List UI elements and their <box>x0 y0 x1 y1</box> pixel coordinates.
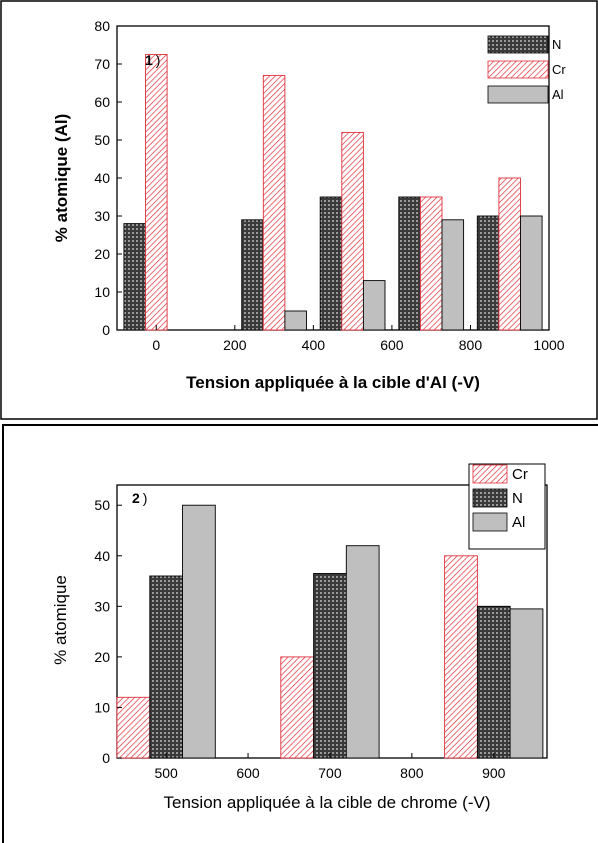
y-tick-label: 40 <box>94 170 110 186</box>
panel-2-label: 2) <box>132 490 147 506</box>
panel-1-label: 1) <box>145 52 160 68</box>
bar-n-300 <box>241 219 264 331</box>
x-tick-label: 400 <box>302 337 326 353</box>
y-tick-label: 50 <box>94 132 110 148</box>
bar-n-700 <box>313 573 347 759</box>
legend-2-label-n: N <box>512 490 523 507</box>
y-tick-label: 0 <box>102 750 110 766</box>
y-tick-label: 10 <box>94 699 110 715</box>
ticks-panel-1: 0 200 400 600 800 1000 0 10 20 30 40 50 60 70 80 <box>94 18 564 353</box>
bar-cr-900 <box>444 555 478 759</box>
legend-1-label-al: Al <box>552 87 564 102</box>
panel-1-suffix: ) <box>156 52 161 68</box>
chart-panel-2: 500 600 700 800 900 0 10 20 30 40 50 2) Tension ap… <box>51 463 548 812</box>
y-axis-label-2: % atomique <box>51 575 70 665</box>
x-tick-label: 900 <box>482 765 506 781</box>
ticks-panel-2: 500 600 700 800 900 0 10 20 30 40 50 <box>94 497 505 781</box>
bars-panel-1 <box>123 54 543 331</box>
y-tick-label: 20 <box>94 246 110 262</box>
bar-cr-300 <box>262 74 286 331</box>
x-tick-label: 700 <box>318 765 342 781</box>
y-tick-label: 40 <box>94 548 110 564</box>
bar-cr-500 <box>341 131 364 331</box>
bar-n-700 <box>398 196 421 331</box>
panel-2-frame <box>2 424 598 843</box>
legend-1: N Cr Al <box>487 35 566 104</box>
y-tick-label: 20 <box>94 649 110 665</box>
x-tick-label: 200 <box>223 337 247 353</box>
y-tick-label: 0 <box>102 322 110 338</box>
legend-1-label-n: N <box>552 37 561 52</box>
bar-cr-700 <box>280 656 315 759</box>
panel-2-number: 2 <box>132 490 140 506</box>
x-tick-label: 0 <box>152 337 160 353</box>
bar-al-700 <box>345 545 380 759</box>
bar-n-900 <box>476 215 500 331</box>
y-tick-label: 30 <box>94 208 110 224</box>
bar-n-500 <box>319 196 343 331</box>
bar-al-300 <box>284 310 307 331</box>
y-tick-label: 50 <box>94 497 110 513</box>
bar-cr-500 <box>116 696 151 759</box>
bar-cr-700 <box>419 196 443 331</box>
x-tick-label: 1000 <box>533 337 564 353</box>
legend-1-swatch-n <box>487 35 549 54</box>
x-tick-label: 600 <box>380 337 404 353</box>
x-tick-label: 600 <box>236 765 260 781</box>
x-tick-label: 800 <box>400 765 424 781</box>
x-tick-label: 500 <box>154 765 178 781</box>
panel-2-suffix: ) <box>143 490 148 506</box>
legend-2-label-cr: Cr <box>512 466 528 483</box>
chart-panel-1: 0 200 400 600 800 1000 0 10 20 30 40 50 60 70 80 1) Te… <box>52 18 566 392</box>
legend-2-swatch-cr <box>472 464 508 484</box>
y-tick-label: 80 <box>94 18 110 34</box>
y-tick-label: 70 <box>94 56 110 72</box>
legend-2-swatch-al <box>472 512 508 532</box>
legend-2-label-al: Al <box>512 514 525 531</box>
bar-al-500 <box>362 280 386 331</box>
bar-al-900 <box>520 215 543 331</box>
legend-1-label-cr: Cr <box>552 62 566 77</box>
legend-1-swatch-cr <box>487 60 549 79</box>
x-axis-label-2: Tension appliquée à la cible de chrome (… <box>164 793 491 812</box>
y-axis-label-1: % atomique (Al) <box>52 114 71 242</box>
bar-al-900 <box>509 608 544 759</box>
x-axis-label-1: Tension appliquée à la cible d'Al (-V) <box>186 373 480 392</box>
legend-2: Cr N Al <box>468 463 546 550</box>
panel-1-number: 1 <box>145 52 153 68</box>
y-tick-label: 30 <box>94 598 110 614</box>
bar-cr-0 <box>145 54 168 331</box>
bar-n-900 <box>476 605 511 759</box>
panel-1-frame <box>0 0 598 420</box>
bar-n-0 <box>123 223 146 331</box>
legend-2-swatch-n <box>472 488 508 508</box>
y-tick-label: 60 <box>94 94 110 110</box>
x-tick-label: 800 <box>459 337 483 353</box>
bar-n-500 <box>149 575 184 759</box>
bar-cr-900 <box>498 177 521 331</box>
bar-al-700 <box>441 219 465 331</box>
bars-panel-2 <box>116 504 544 759</box>
legend-1-swatch-al <box>487 85 549 104</box>
y-tick-label: 10 <box>94 284 110 300</box>
bar-al-500 <box>182 504 216 759</box>
